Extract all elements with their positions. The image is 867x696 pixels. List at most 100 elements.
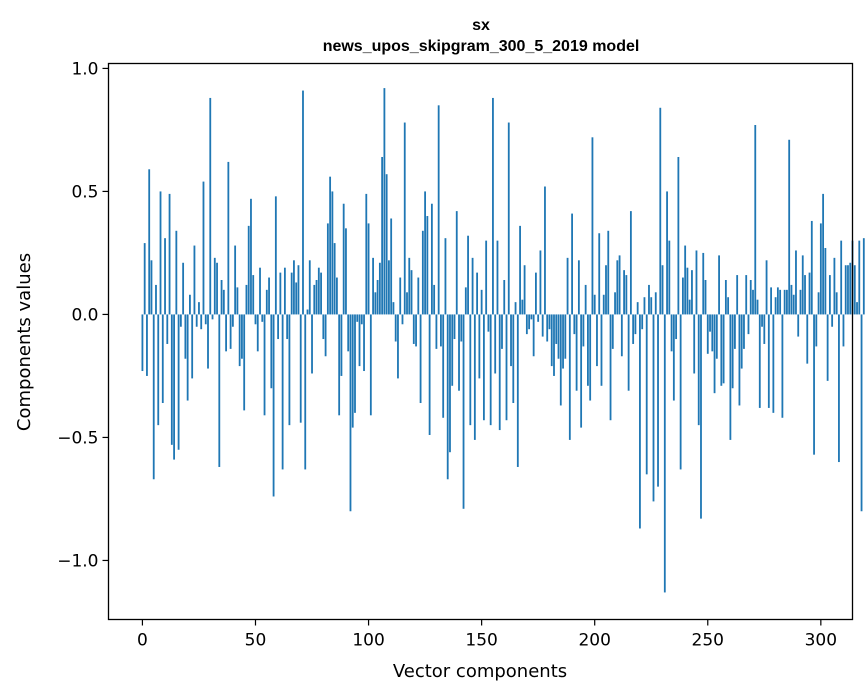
bar <box>677 156 680 315</box>
bar <box>605 265 607 315</box>
bar <box>860 314 863 512</box>
bar <box>157 314 160 426</box>
bar <box>550 314 553 367</box>
bar <box>417 277 420 315</box>
bar <box>724 280 727 315</box>
bar <box>587 314 589 386</box>
bar <box>261 314 264 322</box>
bar <box>388 260 390 315</box>
bar <box>485 240 488 315</box>
bar <box>286 314 289 340</box>
bar <box>559 314 562 406</box>
bar <box>304 314 307 470</box>
bar <box>786 289 788 315</box>
bar <box>419 314 422 404</box>
bar <box>270 314 273 389</box>
bar <box>229 314 232 349</box>
bar <box>598 233 601 315</box>
bar <box>571 213 573 315</box>
bar <box>152 314 155 480</box>
bar <box>553 314 555 376</box>
bar <box>182 262 185 315</box>
bar <box>297 265 300 315</box>
bar <box>681 277 684 315</box>
bar <box>193 245 196 315</box>
bar <box>406 292 408 315</box>
bar <box>828 275 831 315</box>
bar <box>293 260 295 315</box>
bar <box>324 314 327 357</box>
bar <box>525 314 528 335</box>
bar <box>756 299 759 315</box>
chart-title: sx <box>472 17 490 34</box>
bar <box>847 265 849 315</box>
bar <box>238 314 241 367</box>
bar <box>810 220 813 315</box>
bar <box>281 314 284 470</box>
bar <box>198 302 200 315</box>
bar <box>557 314 560 359</box>
bar <box>833 257 836 315</box>
bar <box>770 287 772 315</box>
chart-subtitle: news_upos_skipgram_300_5_2019 model <box>323 38 640 55</box>
bar <box>573 314 576 335</box>
bar <box>209 97 212 315</box>
bar <box>844 265 847 315</box>
bar <box>813 314 815 455</box>
bar <box>858 240 861 315</box>
bar <box>390 218 393 315</box>
bar <box>317 267 320 315</box>
bar <box>512 314 515 404</box>
bar <box>446 314 449 480</box>
bar <box>277 314 280 340</box>
bar <box>164 238 166 315</box>
bar <box>451 314 454 386</box>
bar <box>263 314 266 416</box>
bar <box>200 314 203 330</box>
bar <box>290 272 293 315</box>
bar <box>521 299 524 315</box>
bar <box>779 289 782 315</box>
bar <box>577 260 580 315</box>
y-tick-label: 0.5 <box>71 182 98 202</box>
bar <box>632 314 635 344</box>
bar <box>822 193 825 315</box>
bar <box>650 297 653 315</box>
bar <box>265 289 268 315</box>
bar <box>342 203 345 315</box>
bar <box>772 314 775 413</box>
bar <box>444 238 447 315</box>
bar <box>575 314 578 391</box>
bar <box>369 314 372 416</box>
bar <box>218 314 221 467</box>
bar <box>623 270 625 315</box>
bar <box>476 272 479 315</box>
bar-series <box>141 88 865 593</box>
bar <box>487 314 490 332</box>
bar <box>492 97 494 315</box>
bar <box>799 289 802 315</box>
bar <box>356 314 359 322</box>
bar <box>835 292 838 315</box>
bar <box>259 267 261 315</box>
bar <box>806 314 809 364</box>
bar <box>449 314 451 453</box>
bar <box>530 314 533 320</box>
plot-frame <box>107 62 854 621</box>
bar <box>659 107 662 315</box>
x-tick-label: 200 <box>578 631 610 651</box>
y-tick-label: −0.5 <box>57 428 98 448</box>
bar <box>788 139 791 315</box>
bar <box>842 314 845 347</box>
bar <box>627 314 630 391</box>
bar <box>471 257 474 315</box>
bar <box>168 193 171 315</box>
bar <box>367 223 370 315</box>
bar <box>189 294 191 315</box>
bar <box>401 314 404 325</box>
bar <box>496 240 499 315</box>
bar <box>150 260 153 315</box>
bar <box>670 314 673 352</box>
bar <box>562 314 564 369</box>
bar <box>403 122 406 315</box>
